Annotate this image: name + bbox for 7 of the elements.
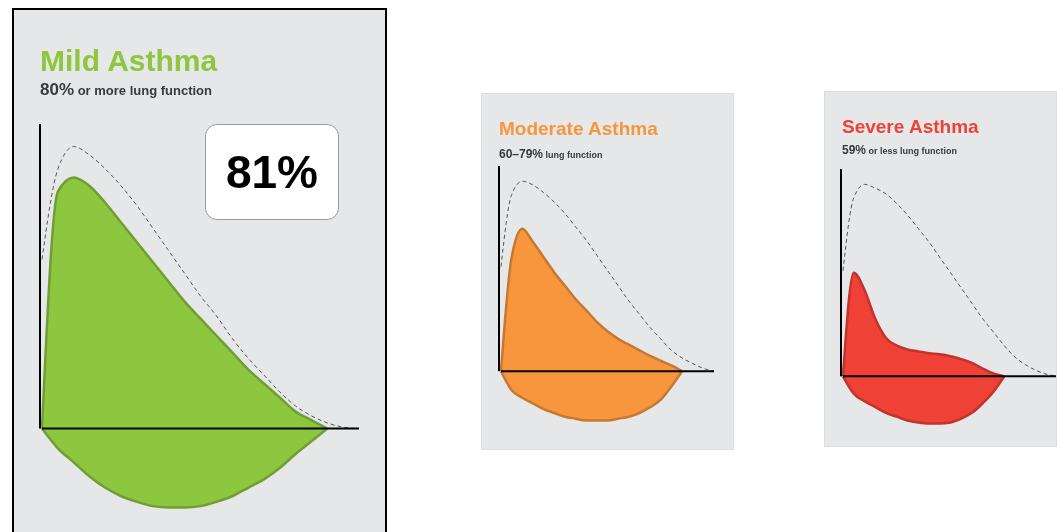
chart-subtitle: 80% or more lung function <box>40 80 212 99</box>
chart-title: Severe Asthma <box>842 116 979 138</box>
chart-title: Moderate Asthma <box>499 118 658 140</box>
chart-title: Mild Asthma <box>40 44 218 78</box>
chart-subtitle: 60–79% lung function <box>499 147 603 161</box>
callout-box: 81% <box>205 124 339 220</box>
chart-subtitle: 59% or less lung function <box>842 143 958 157</box>
